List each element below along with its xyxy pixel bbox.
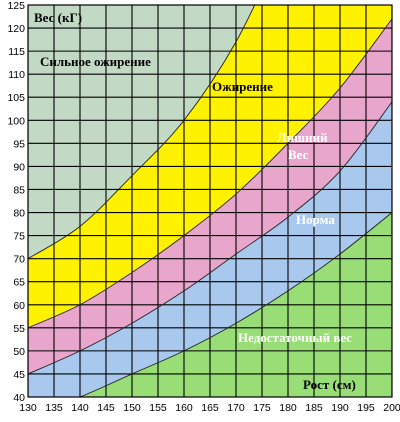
x-tick-label: 175 — [253, 402, 271, 414]
x-axis-title: Рост (см) — [303, 377, 356, 392]
zone-label-overweight-line2: Вес — [288, 147, 309, 162]
grid-lines — [28, 5, 392, 397]
zone-label-obesity: Ожирение — [212, 79, 273, 94]
zone-overweight — [28, 18, 392, 374]
x-tick-label: 165 — [201, 402, 219, 414]
x-tick-label: 130 — [19, 402, 37, 414]
y-tick-label: 115 — [8, 46, 25, 58]
y-tick-label: 100 — [7, 115, 25, 127]
x-tick-label: 170 — [227, 402, 245, 414]
zone-label-overweight-line1: Лишний — [277, 130, 328, 145]
zone-label-severe-obesity: Сильное ожирение — [40, 54, 151, 69]
x-tick-label: 160 — [175, 402, 193, 414]
y-tick-label: 125 — [7, 0, 25, 12]
x-tick-label: 145 — [97, 402, 115, 414]
x-tick-label: 135 — [45, 402, 63, 414]
x-tick-label: 150 — [123, 402, 141, 414]
boundary-curve — [28, 101, 392, 375]
y-tick-label: 60 — [13, 300, 25, 312]
y-tick-label: 50 — [13, 346, 25, 358]
zone-label-normal: Норма — [296, 212, 335, 227]
boundary-curve — [28, 18, 392, 329]
tick-labels: 40 45 50 55 60 65 70 75 80 85 90 95 100 105 110 115 120 1… — [7, 0, 400, 414]
y-axis-title: Вес (кГ) — [34, 10, 82, 25]
plot-border — [27, 4, 393, 398]
y-tick-label: 105 — [7, 92, 25, 104]
x-tick-label: 185 — [305, 402, 323, 414]
y-tick-label: 120 — [7, 23, 25, 35]
y-tick-label: 75 — [13, 231, 25, 243]
zone-severe-obesity — [28, 5, 255, 259]
y-tick-label: 70 — [13, 254, 25, 266]
x-tick-label: 190 — [331, 402, 349, 414]
y-tick-label: 90 — [13, 161, 25, 173]
y-tick-label: 55 — [13, 323, 25, 335]
x-tick-label: 180 — [279, 402, 297, 414]
boundary-curve — [78, 212, 392, 397]
y-tick-label: 110 — [8, 69, 25, 81]
y-tick-label: 95 — [13, 138, 25, 150]
y-tick-label: 65 — [13, 277, 25, 289]
y-tick-label: 40 — [13, 392, 25, 404]
boundary-curve — [28, 5, 256, 260]
x-tick-label: 155 — [149, 402, 167, 414]
zone-normal — [28, 101, 392, 397]
y-tick-label: 80 — [13, 208, 25, 220]
y-tick-label: 45 — [13, 369, 25, 381]
x-tick-label: 195 — [357, 402, 375, 414]
x-tick-label: 200 — [383, 402, 400, 414]
y-tick-label: 85 — [13, 184, 25, 196]
x-tick-label: 140 — [71, 402, 89, 414]
boundary-curves — [28, 5, 392, 397]
zone-label-underweight: Недостаточный вес — [238, 330, 352, 345]
